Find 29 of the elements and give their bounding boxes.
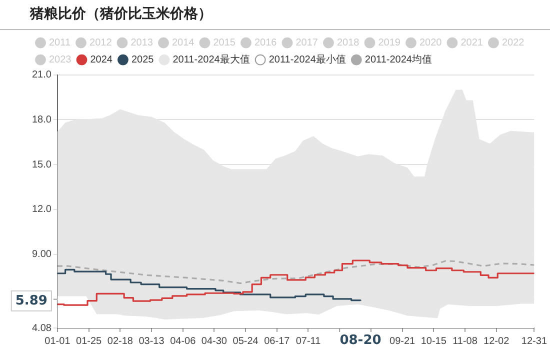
x-tick-label: 04-30: [201, 336, 228, 347]
y-tick-label: 18.0: [32, 114, 52, 126]
x-tick-label: 12-02: [484, 336, 510, 347]
x-tick-label: 01-01: [44, 336, 71, 347]
x-tick-label: 11-08: [452, 336, 478, 347]
legend-label: 2025: [131, 54, 154, 66]
text: 08-20: [340, 332, 382, 348]
y-tick-label: 4.08: [32, 322, 52, 334]
legend-label: 2011-2024最大值: [172, 54, 250, 66]
x-tick-label: 12-31: [521, 336, 548, 347]
line-series: [57, 260, 534, 284]
y-tick-label: 9.00: [32, 249, 52, 260]
x-tick-label: 09-21: [390, 336, 416, 347]
x-tick-label: 07-11: [296, 336, 322, 347]
x-tick-label: 06-17: [264, 336, 290, 347]
x-tick-label: 05-24: [232, 336, 259, 347]
x-tick-label: 02-18: [107, 336, 134, 347]
y-tick-label: 15.0: [32, 159, 52, 170]
x-tick-label: 03-13: [138, 336, 165, 347]
y-tick-label: 21.0: [32, 70, 52, 81]
x-tick-label: 01-25: [76, 336, 102, 347]
y-tick-label: 12.0: [32, 204, 52, 216]
legend-label: 2024: [90, 54, 113, 66]
chart-title: 猪粮比价（猪价比玉米价格）: [29, 5, 212, 22]
text: 5.89: [15, 293, 48, 308]
x-tick-label: 10-15: [420, 336, 447, 347]
legend-label: 2011-2024最小值: [268, 54, 346, 66]
legend-label: 2011-2024均值: [364, 54, 432, 66]
x-tick-label: 04-06: [170, 336, 196, 347]
